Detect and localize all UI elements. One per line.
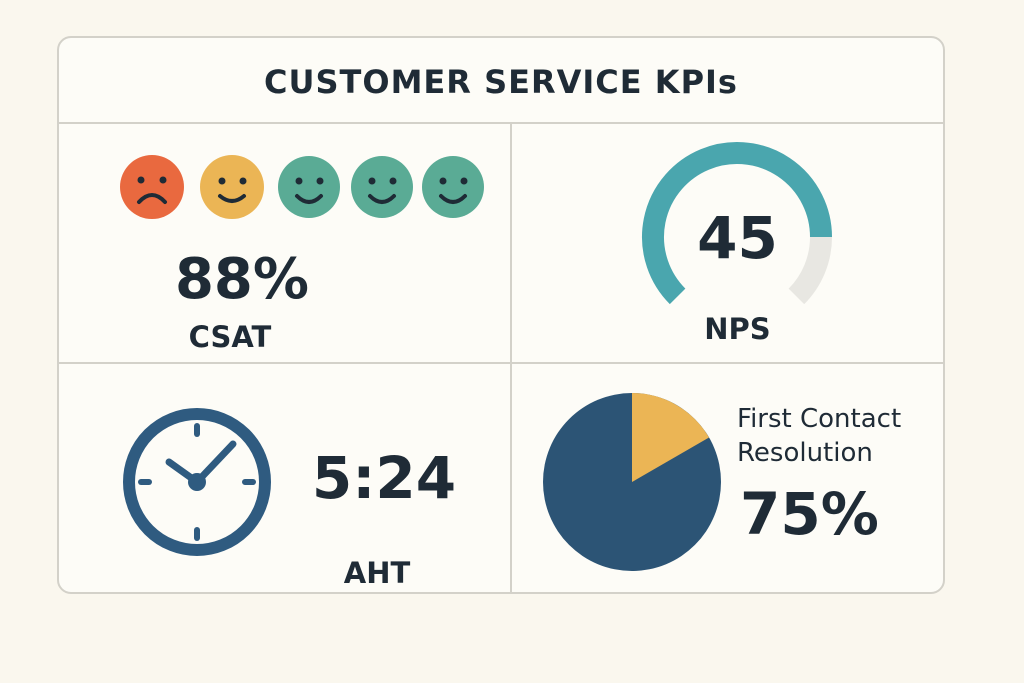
sad-face-icon [120,155,184,219]
fcr-panel: First Contact Resolution 75% [512,364,943,592]
csat-panel: 88% CSAT [59,124,510,362]
satisfaction-faces [120,155,484,219]
csat-value: 88% [174,247,310,312]
fcr-label-line1: First Contact [737,404,902,434]
fcr-value: 75% [740,480,879,548]
csat-label: CSAT [188,320,272,354]
kpi-card: CUSTOMER SERVICE KPIs [57,36,945,594]
page-title: CUSTOMER SERVICE KPIs [264,63,738,101]
smile-face-icon [422,156,484,218]
vertical-divider [510,123,512,592]
aht-value: 5:24 [311,444,457,512]
fcr-label: First Contact Resolution [737,402,901,470]
clock-icon [123,408,271,556]
nps-gauge [642,142,832,305]
horizontal-divider [59,362,943,364]
smile-face-icon [278,156,340,218]
nps-panel: 45 NPS [512,124,943,362]
aht-panel: 5:24 AHT [59,364,510,592]
nps-label: NPS [704,312,771,346]
aht-label: AHT [343,556,411,590]
fcr-label-line2: Resolution [737,438,873,468]
smile-face-icon [200,155,264,219]
nps-value: 45 [697,204,778,272]
smile-face-icon [351,156,413,218]
card-header: CUSTOMER SERVICE KPIs [59,38,943,124]
fcr-pie-chart [543,393,721,571]
